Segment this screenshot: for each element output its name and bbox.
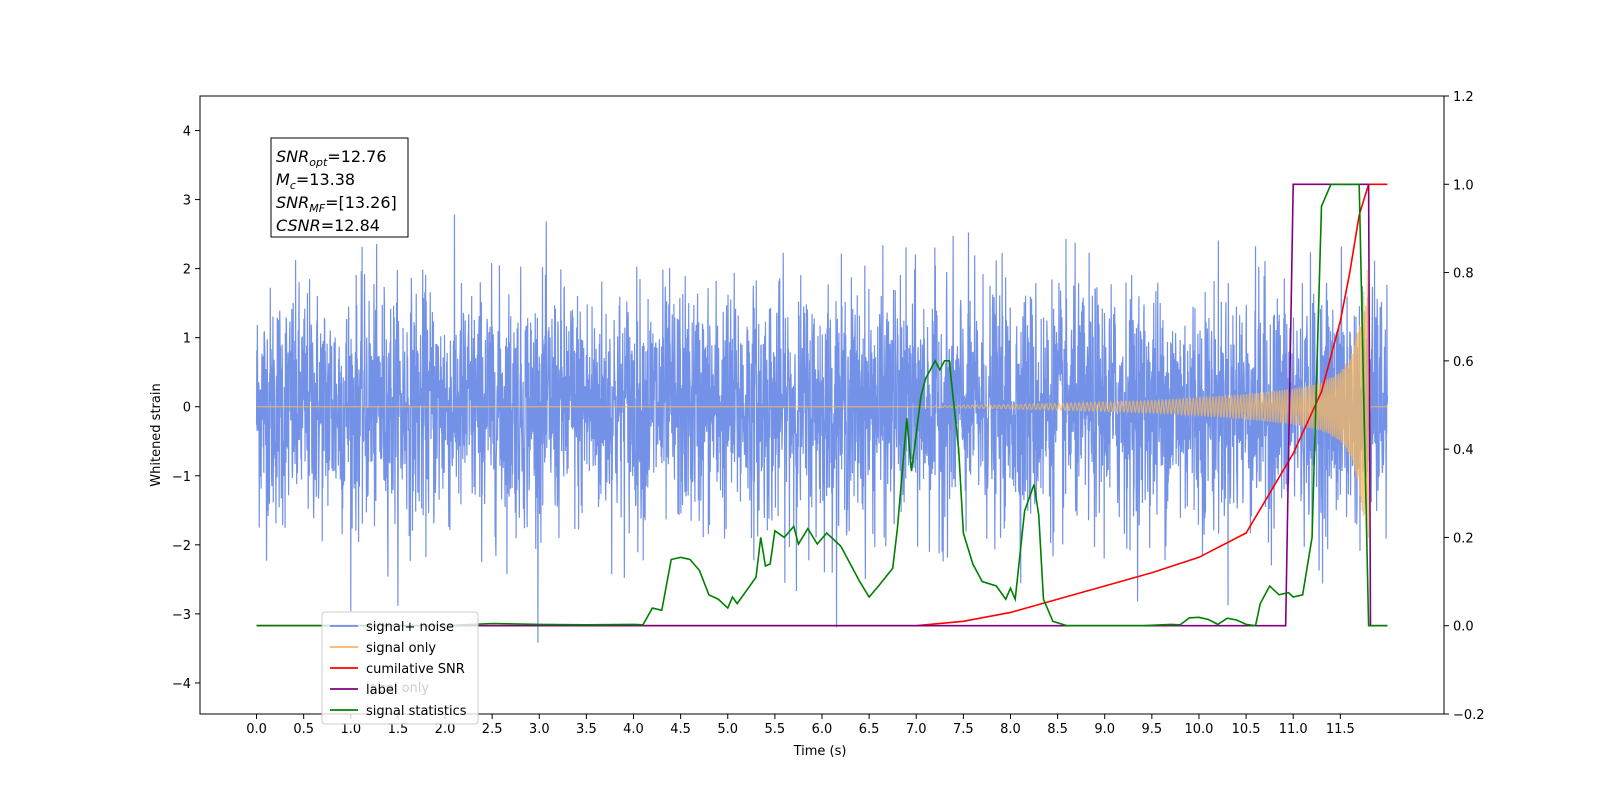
y2-tick-label: 0.2 [1453,531,1474,546]
x-tick-label: 4.0 [623,722,644,737]
y-tick-label: −1 [172,470,191,485]
x-tick-label: 8.0 [1000,722,1021,737]
legend-label: signal statistics [366,704,467,719]
y-tick-label: 0 [183,401,191,416]
y2-tick-label: 1.2 [1453,90,1474,105]
y2-tick-label: 0.8 [1453,267,1474,282]
x-tick-label: 9.0 [1094,722,1115,737]
x-tick-label: 0.5 [293,722,314,737]
series-signal-statistics [256,183,1388,627]
y-axis-title: Whitened strain [149,383,164,486]
x-tick-label: 11.5 [1326,722,1355,737]
x-tick-label: 9.5 [1142,722,1163,737]
x-tick-label: 10.0 [1184,722,1213,737]
x-tick-label: 10.5 [1232,722,1261,737]
y-axis-right: −0.2 0.0 0.2 0.4 0.6 0.8 1.0 1.2 [1444,90,1485,723]
series-cumulative-snr [256,183,1388,627]
stats-line: SNRMF=[13.26] [276,193,397,215]
stats-box-frame [270,137,409,238]
x-tick-label: 4.5 [670,722,691,737]
y-tick-label: −4 [172,677,191,692]
x-tick-label: 0.0 [246,722,267,737]
x-tick-label: 3.0 [529,722,550,737]
x-tick-label: 7.0 [906,722,927,737]
stats-line: SNRopt=12.76 [276,147,387,169]
x-tick-label: 5.5 [765,722,786,737]
y-axis-left: −4 −3 −2 −1 0 1 2 3 4 [172,125,200,692]
y2-tick-label: 0.6 [1453,355,1474,370]
x-tick-label: 6.0 [812,722,833,737]
series-layer [255,183,1389,643]
y2-tick-label: 0.4 [1453,443,1474,458]
y-tick-label: 2 [183,263,191,278]
y2-tick-label: −0.2 [1453,708,1485,723]
stats-line: CSNR=12.84 [276,216,380,235]
series-signal-noise [255,214,1389,643]
x-tick-label: 3.5 [576,722,597,737]
legend-label: cumilative SNR [366,662,465,677]
x-tick-label: 8.5 [1047,722,1068,737]
y2-tick-label: 1.0 [1453,178,1474,193]
legend-label: signal+ noise [366,620,454,635]
x-tick-label: 1.5 [388,722,409,737]
x-tick-label: 2.0 [435,722,456,737]
legend-frame [321,611,479,725]
y-tick-label: 1 [183,332,191,347]
series-signal-only [256,269,1388,538]
legend-label: label [366,683,397,698]
x-tick-label: 2.5 [482,722,503,737]
y-tick-label: −2 [172,539,191,554]
y2-tick-label: 0.0 [1453,620,1474,635]
y-tick-label: 4 [183,125,191,140]
x-tick-label: 6.5 [859,722,880,737]
x-tick-label: 11.0 [1279,722,1308,737]
x-tick-label: 5.0 [717,722,738,737]
stats-line: Mc=13.38 [276,170,355,192]
stats-box: SNRopt=12.76Mc=13.38SNRMF=[13.26]CSNR=12… [270,137,409,238]
y-tick-label: −3 [172,608,191,623]
x-tick-label: 1.0 [340,722,361,737]
x-axis-title: Time (s) [793,744,847,759]
x-axis: 0.0 0.5 1.0 1.5 2.0 2.5 3.0 3.5 4.0 4.5 5.0 5.5 6.0 6… [246,714,1355,737]
legend-label: signal only [366,641,436,656]
y-tick-label: 3 [183,194,191,209]
x-tick-label: 7.5 [953,722,974,737]
